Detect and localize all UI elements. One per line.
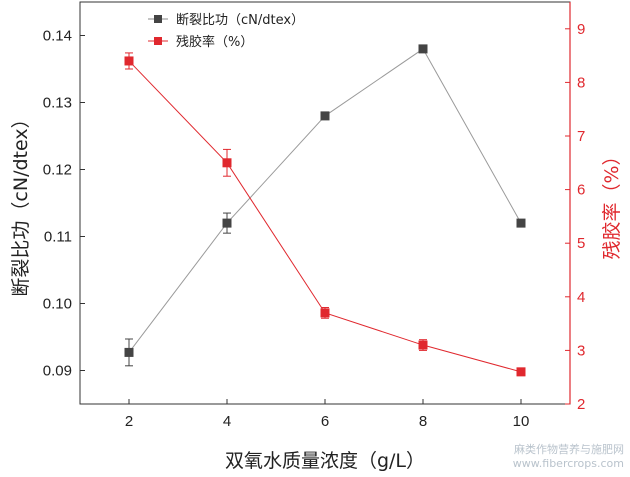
watermark-line-1: 麻类作物营养与施肥网 (514, 443, 624, 456)
right-tick-label: 3 (577, 342, 585, 359)
left-tick-label: 0.10 (43, 296, 72, 313)
legend: 断裂比功（cN/dtex） 残胶率（%） (148, 13, 304, 50)
left-tick-label: 0.12 (43, 162, 72, 179)
legend-marker-break-work (154, 15, 162, 23)
right-tick-label: 7 (577, 128, 585, 145)
legend-label-break-work: 断裂比功（cN/dtex） (176, 13, 304, 28)
plot-frame (79, 1, 571, 405)
legend-marker-residual-gum (154, 37, 162, 45)
left-tick-label: 0.09 (43, 363, 72, 380)
watermark-line-2: www.fibercrops.com (512, 457, 624, 470)
x-tick-label: 2 (125, 413, 133, 430)
right-tick-label: 8 (577, 74, 585, 91)
x-tick-label: 10 (513, 413, 530, 430)
legend-label-residual-gum: 残胶率（%） (176, 34, 253, 50)
data-point-residual-gum (320, 308, 330, 318)
right-tick-label: 2 (577, 396, 585, 413)
right-tick-label: 4 (577, 289, 585, 306)
right-axis-title: 残胶率（%） (601, 146, 623, 259)
x-axis-title: 双氧水质量浓度（g/L） (225, 450, 425, 472)
x-axis-ticks: 2 4 6 8 10 (125, 399, 530, 430)
x-tick-label: 6 (321, 413, 329, 430)
data-point-break-work (516, 218, 526, 228)
right-tick-label: 9 (577, 21, 585, 38)
data-point-break-work (124, 347, 134, 357)
data-point-residual-gum (222, 158, 232, 168)
x-tick-label: 4 (223, 413, 231, 430)
series-line-residual-gum (128, 60, 522, 373)
right-tick-label: 5 (577, 235, 585, 252)
left-axis-title: 断裂比功（cN/dtex） (10, 109, 32, 296)
left-axis-ticks: 0.09 0.10 0.11 0.12 0.13 0.14 (43, 28, 85, 380)
left-tick-label: 0.13 (43, 95, 72, 112)
right-axis-ticks: 2 3 4 5 6 7 8 9 (565, 21, 585, 413)
x-tick-label: 8 (419, 413, 427, 430)
data-point-residual-gum (418, 340, 428, 350)
watermark: 麻类作物营养与施肥网 www.fibercrops.com (513, 443, 624, 471)
data-point-break-work (320, 111, 330, 121)
data-point-residual-gum (124, 56, 134, 66)
series-layer (124, 44, 526, 377)
right-tick-label: 6 (577, 182, 585, 199)
left-tick-label: 0.14 (43, 28, 72, 45)
data-point-break-work (418, 44, 428, 54)
left-tick-label: 0.11 (44, 229, 72, 246)
data-point-residual-gum (516, 367, 526, 377)
data-point-break-work (222, 218, 232, 228)
series-line-break-work (128, 48, 522, 353)
